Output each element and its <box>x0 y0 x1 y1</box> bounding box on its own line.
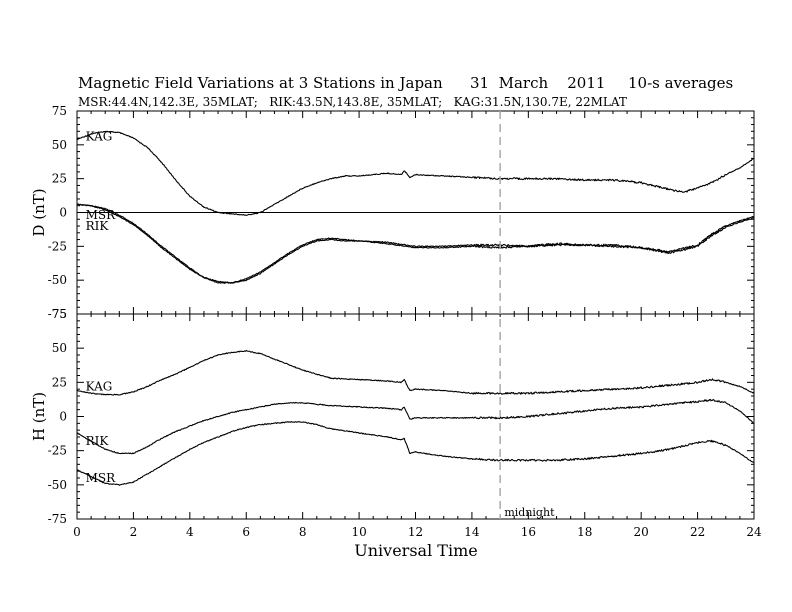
x-tick-label: 0 <box>73 525 81 539</box>
y-tick-label-H: 25 <box>52 375 67 389</box>
chart-subtitle: MSR:44.4N,142.3E, 35MLAT; RIK:43.5N,143.… <box>78 95 627 109</box>
x-tick-label: 2 <box>130 525 138 539</box>
x-tick-label: 4 <box>186 525 194 539</box>
x-tick-label: 20 <box>634 525 649 539</box>
y-tick-label-H: -75 <box>48 512 67 526</box>
y-tick-label-D: -75 <box>48 307 67 321</box>
y-axis-label-H: H (nT) <box>30 392 48 441</box>
x-tick-label: 14 <box>464 525 480 539</box>
chart-title: Magnetic Field Variations at 3 Stations … <box>78 74 443 92</box>
y-tick-label-D: -50 <box>48 273 67 287</box>
series-label-H-MSR: MSR <box>86 471 117 485</box>
series-line-D-MSR <box>76 203 755 284</box>
panel-frame-H <box>76 313 755 520</box>
x-tick-label: 16 <box>521 525 536 539</box>
chart-averaging: 10-s averages <box>628 74 733 92</box>
series-line-H-KAG <box>76 350 755 396</box>
series-label-H-KAG: KAG <box>86 379 113 393</box>
series-label-D-MSR: MSR <box>86 208 117 222</box>
series-line-H-MSR <box>76 421 755 486</box>
x-tick-label: 22 <box>690 525 705 539</box>
series-line-H-RIK <box>76 398 755 455</box>
chart-date: 31 March 2011 <box>470 74 605 92</box>
series-label-D-KAG: KAG <box>86 130 113 144</box>
y-tick-label-D: 0 <box>59 206 67 220</box>
midnight-label: midnight <box>504 506 555 519</box>
series-line-D-KAG <box>76 130 755 216</box>
y-tick-label-H: -50 <box>48 478 67 492</box>
y-tick-label-D: -25 <box>48 239 67 253</box>
x-tick-label: 18 <box>577 525 592 539</box>
x-tick-label: 24 <box>746 525 762 539</box>
y-tick-label-D: 25 <box>52 172 67 186</box>
series-label-D-RIK: RIK <box>86 219 110 233</box>
y-tick-label-H: 0 <box>59 410 67 424</box>
x-axis-label: Universal Time <box>354 541 477 560</box>
y-tick-label-D: 50 <box>52 138 67 152</box>
y-tick-label-H: 50 <box>52 341 67 355</box>
x-tick-label: 12 <box>408 525 423 539</box>
x-tick-label: 6 <box>242 525 250 539</box>
series-label-H-RIK: RIK <box>86 434 110 448</box>
y-tick-label-H: -25 <box>48 444 67 458</box>
y-tick-label-H: 75 <box>52 307 67 321</box>
x-tick-label: 8 <box>299 525 307 539</box>
y-tick-label-D: 75 <box>52 104 67 118</box>
y-axis-label-D: D (nT) <box>30 188 48 236</box>
series-line-D-RIK <box>76 203 755 284</box>
x-tick-label: 10 <box>351 525 366 539</box>
